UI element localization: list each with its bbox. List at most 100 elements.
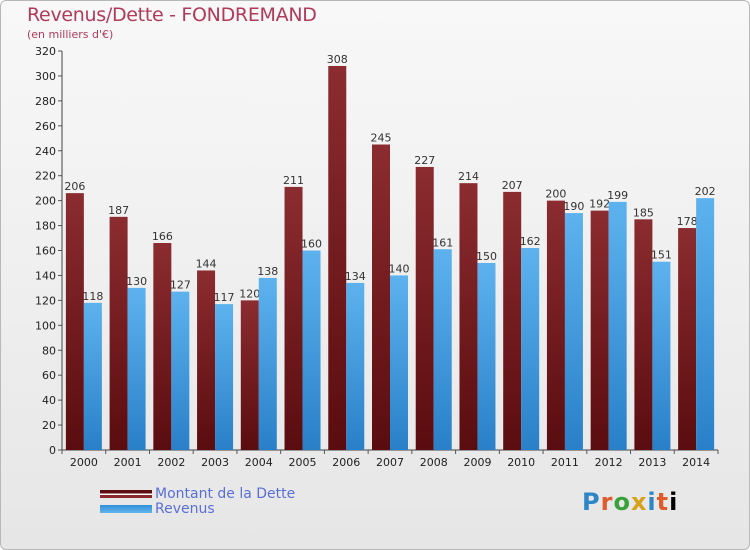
x-tick-label: 2012 bbox=[595, 456, 623, 469]
bar-dette bbox=[153, 243, 172, 450]
logo-letter: t bbox=[656, 488, 670, 516]
data-label-revenus: 199 bbox=[607, 189, 628, 202]
bar-dette bbox=[634, 219, 653, 450]
y-tick-label: 100 bbox=[35, 319, 56, 332]
bar-revenus bbox=[215, 304, 234, 450]
data-label-revenus: 138 bbox=[257, 265, 278, 278]
data-label-revenus: 190 bbox=[563, 200, 584, 213]
x-tick-label: 2000 bbox=[70, 456, 98, 469]
x-tick-label: 2003 bbox=[201, 456, 229, 469]
bar-revenus bbox=[521, 248, 540, 450]
bar-dette bbox=[415, 166, 434, 450]
data-label-revenus: 160 bbox=[301, 238, 322, 251]
x-tick-label: 2009 bbox=[463, 456, 491, 469]
data-label-revenus: 161 bbox=[432, 236, 453, 249]
bar-dette bbox=[65, 193, 84, 451]
y-tick-label: 40 bbox=[42, 394, 56, 407]
bar-revenus bbox=[171, 291, 190, 450]
y-tick-label: 280 bbox=[35, 95, 56, 108]
y-tick-label: 80 bbox=[42, 344, 56, 357]
data-label-dette: 120 bbox=[239, 287, 260, 300]
proxiti-logo: Proxiti bbox=[582, 488, 678, 516]
bar-revenus bbox=[477, 262, 496, 450]
data-label-dette: 245 bbox=[371, 132, 392, 145]
x-tick-label: 2006 bbox=[332, 456, 360, 469]
bar-dette bbox=[678, 228, 697, 450]
data-label-revenus: 118 bbox=[82, 290, 103, 303]
bar-revenus bbox=[390, 275, 408, 450]
bar-dette bbox=[109, 216, 128, 450]
bar-revenus bbox=[696, 198, 715, 450]
bar-dette bbox=[197, 270, 216, 450]
bar-dette bbox=[328, 65, 347, 451]
bar-dette bbox=[546, 200, 565, 450]
x-tick-label: 2005 bbox=[289, 456, 317, 469]
bar-dette bbox=[459, 183, 478, 450]
y-tick-label: 220 bbox=[35, 170, 56, 183]
data-label-revenus: 162 bbox=[520, 235, 541, 248]
bar-revenus bbox=[564, 213, 583, 450]
y-tick-label: 200 bbox=[35, 195, 56, 208]
legend-swatch-dette bbox=[100, 490, 152, 498]
data-label-dette: 206 bbox=[64, 180, 85, 193]
data-label-dette: 211 bbox=[283, 174, 304, 187]
data-label-dette: 187 bbox=[108, 204, 129, 217]
logo-letter: i bbox=[647, 488, 657, 516]
y-tick-label: 0 bbox=[49, 444, 56, 457]
x-tick-label: 2008 bbox=[420, 456, 448, 469]
logo-letter: x bbox=[630, 488, 648, 516]
data-label-dette: 227 bbox=[414, 154, 435, 167]
logo-letter: o bbox=[613, 488, 631, 516]
data-label-dette: 185 bbox=[633, 206, 654, 219]
x-tick-label: 2004 bbox=[245, 456, 273, 469]
data-label-revenus: 127 bbox=[170, 279, 191, 292]
data-label-revenus: 202 bbox=[695, 185, 716, 198]
x-tick-label: 2014 bbox=[682, 456, 710, 469]
data-label-dette: 192 bbox=[589, 198, 610, 211]
y-tick-label: 20 bbox=[42, 419, 56, 432]
data-label-dette: 144 bbox=[196, 257, 217, 270]
bar-revenus bbox=[258, 277, 277, 450]
x-tick-label: 2007 bbox=[376, 456, 404, 469]
data-label-dette: 214 bbox=[458, 170, 479, 183]
data-label-dette: 200 bbox=[545, 188, 566, 201]
bar-revenus bbox=[346, 282, 365, 450]
data-label-dette: 207 bbox=[502, 179, 523, 192]
data-label-dette: 166 bbox=[152, 230, 173, 243]
y-tick-label: 260 bbox=[35, 120, 56, 133]
y-tick-label: 120 bbox=[35, 294, 56, 307]
data-label-revenus: 151 bbox=[651, 249, 672, 262]
y-tick-label: 160 bbox=[35, 245, 56, 258]
bar-dette bbox=[284, 186, 303, 451]
bar-revenus bbox=[652, 261, 671, 450]
bar-revenus bbox=[608, 201, 627, 450]
x-tick-label: 2011 bbox=[551, 456, 579, 469]
y-tick-label: 240 bbox=[35, 145, 56, 158]
bar-revenus bbox=[83, 302, 102, 450]
data-label-revenus: 117 bbox=[214, 291, 235, 304]
x-tick-label: 2010 bbox=[507, 456, 535, 469]
data-label-revenus: 150 bbox=[476, 250, 497, 263]
chart-subtitle: (en milliers d'€) bbox=[27, 28, 114, 41]
legend-label-revenus: Revenus bbox=[155, 501, 215, 517]
data-label-revenus: 130 bbox=[126, 275, 147, 288]
y-tick-label: 140 bbox=[35, 269, 56, 282]
y-tick-label: 60 bbox=[42, 369, 56, 382]
bar-revenus bbox=[302, 250, 321, 450]
bar-dette bbox=[503, 191, 522, 450]
x-tick-label: 2001 bbox=[114, 456, 142, 469]
x-tick-label: 2013 bbox=[638, 456, 666, 469]
bar-dette bbox=[590, 210, 609, 450]
y-tick-label: 180 bbox=[35, 220, 56, 233]
y-tick-label: 300 bbox=[35, 70, 56, 83]
chart-title: Revenus/Dette - FONDREMAND bbox=[27, 4, 317, 26]
bar-revenus bbox=[127, 287, 146, 450]
y-tick-label: 320 bbox=[35, 45, 56, 58]
data-label-dette: 178 bbox=[677, 215, 698, 228]
data-label-revenus: 134 bbox=[345, 270, 366, 283]
logo-letter: r bbox=[600, 488, 614, 516]
bar-dette bbox=[372, 144, 390, 450]
data-label-revenus: 140 bbox=[389, 262, 410, 275]
data-label-dette: 308 bbox=[327, 53, 348, 66]
